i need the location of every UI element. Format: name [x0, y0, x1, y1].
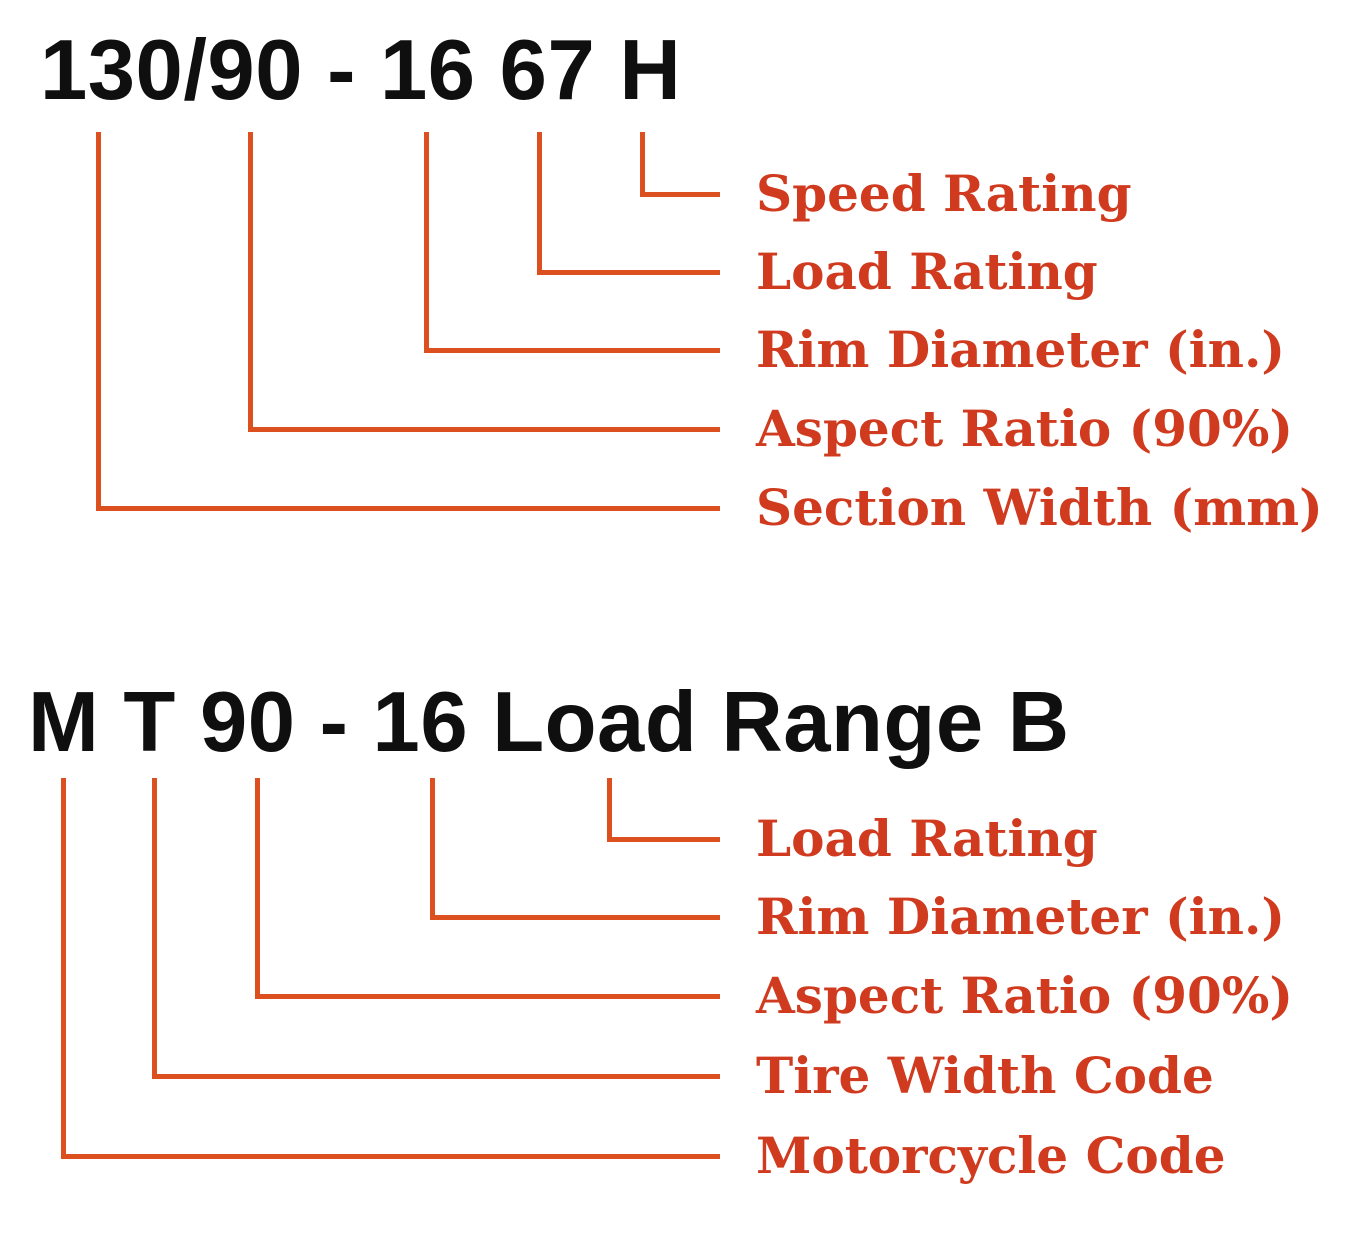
connector-vertical-line [96, 132, 101, 511]
tire-code-heading-metric: 130/90 - 16 67 H [40, 23, 682, 118]
connector-vertical-line [430, 778, 435, 920]
connector-vertical-line [424, 132, 429, 353]
connector-vertical-line [255, 778, 260, 999]
connector-horizontal-line [255, 994, 720, 999]
callout-label-aspect-ratio: Aspect Ratio (90%) [756, 966, 1294, 1025]
callout-label-rim-diameter: Rim Diameter (in.) [756, 320, 1286, 379]
connector-horizontal-line [61, 1154, 720, 1159]
connector-horizontal-line [248, 427, 720, 432]
callout-label-load-rating: Load Rating [756, 242, 1098, 301]
connector-horizontal-line [640, 192, 720, 197]
callout-label-load-rating: Load Rating [756, 809, 1098, 868]
connector-horizontal-line [96, 506, 720, 511]
connector-vertical-line [640, 132, 645, 197]
connector-vertical-line [537, 132, 542, 275]
callout-label-rim-diameter: Rim Diameter (in.) [756, 887, 1286, 946]
connector-horizontal-line [152, 1074, 720, 1079]
connector-horizontal-line [424, 348, 720, 353]
callout-label-aspect-ratio: Aspect Ratio (90%) [756, 399, 1294, 458]
callout-label-section-width: Section Width (mm) [756, 478, 1323, 537]
connector-vertical-line [248, 132, 253, 432]
connector-horizontal-line [430, 915, 720, 920]
callout-label-speed-rating: Speed Rating [756, 164, 1132, 223]
connector-vertical-line [607, 778, 612, 842]
connector-horizontal-line [537, 270, 720, 275]
connector-vertical-line [152, 778, 157, 1079]
tire-code-heading-alpha: M T 90 - 16 Load Range B [28, 675, 1070, 770]
connector-horizontal-line [607, 837, 720, 842]
connector-vertical-line [61, 778, 66, 1159]
callout-label-tire-width-code: Tire Width Code [756, 1046, 1214, 1105]
callout-label-motorcycle-code: Motorcycle Code [756, 1126, 1226, 1185]
